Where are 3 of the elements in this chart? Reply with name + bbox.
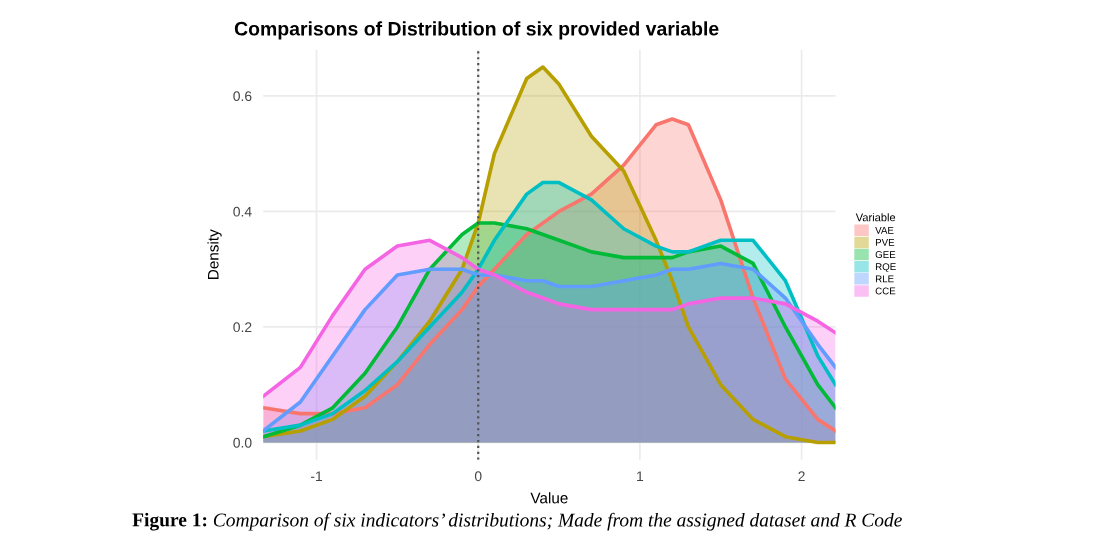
text: Comparison of six indicators’ distributions; Made from the assigned dataset and R Code bbox=[213, 512, 902, 531]
caption: Figure 1: bbox=[132, 512, 207, 531]
chart-title: Comparisons of Distribution of six provided variable bbox=[234, 21, 719, 40]
